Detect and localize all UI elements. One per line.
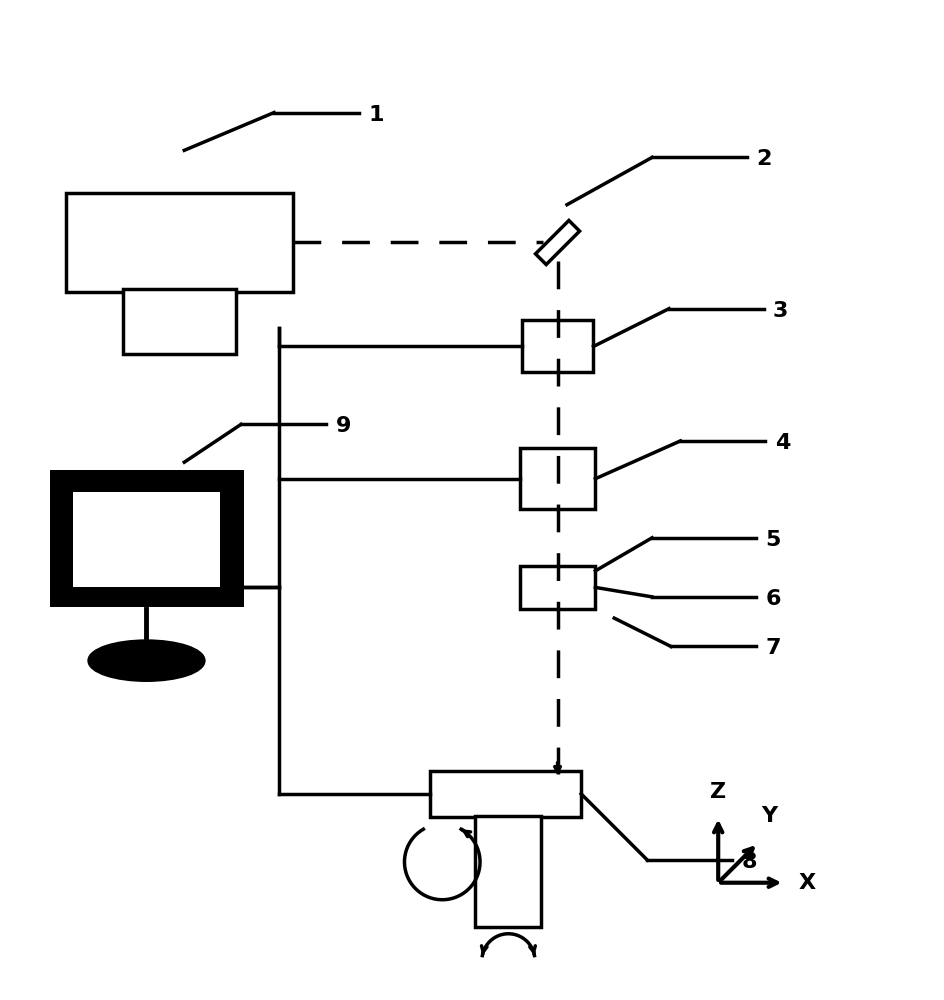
Ellipse shape bbox=[90, 642, 203, 680]
Text: 8: 8 bbox=[741, 852, 756, 872]
Text: Y: Y bbox=[760, 806, 777, 826]
FancyBboxPatch shape bbox=[52, 472, 241, 604]
Text: X: X bbox=[798, 873, 815, 893]
FancyBboxPatch shape bbox=[519, 448, 595, 509]
Text: 3: 3 bbox=[772, 301, 787, 321]
Text: 9: 9 bbox=[335, 416, 350, 436]
FancyBboxPatch shape bbox=[52, 472, 241, 604]
Text: 7: 7 bbox=[765, 638, 780, 658]
Text: 5: 5 bbox=[765, 530, 780, 550]
FancyBboxPatch shape bbox=[74, 492, 219, 587]
FancyBboxPatch shape bbox=[475, 816, 541, 927]
FancyBboxPatch shape bbox=[74, 492, 219, 587]
Polygon shape bbox=[535, 220, 579, 265]
Text: 6: 6 bbox=[765, 589, 780, 609]
FancyBboxPatch shape bbox=[519, 566, 595, 609]
FancyBboxPatch shape bbox=[66, 193, 293, 292]
Text: Z: Z bbox=[709, 782, 726, 802]
Text: 4: 4 bbox=[774, 433, 789, 453]
FancyBboxPatch shape bbox=[521, 320, 593, 372]
Text: 2: 2 bbox=[755, 149, 770, 169]
FancyBboxPatch shape bbox=[430, 771, 581, 817]
Text: 1: 1 bbox=[368, 105, 383, 125]
FancyBboxPatch shape bbox=[123, 289, 236, 354]
